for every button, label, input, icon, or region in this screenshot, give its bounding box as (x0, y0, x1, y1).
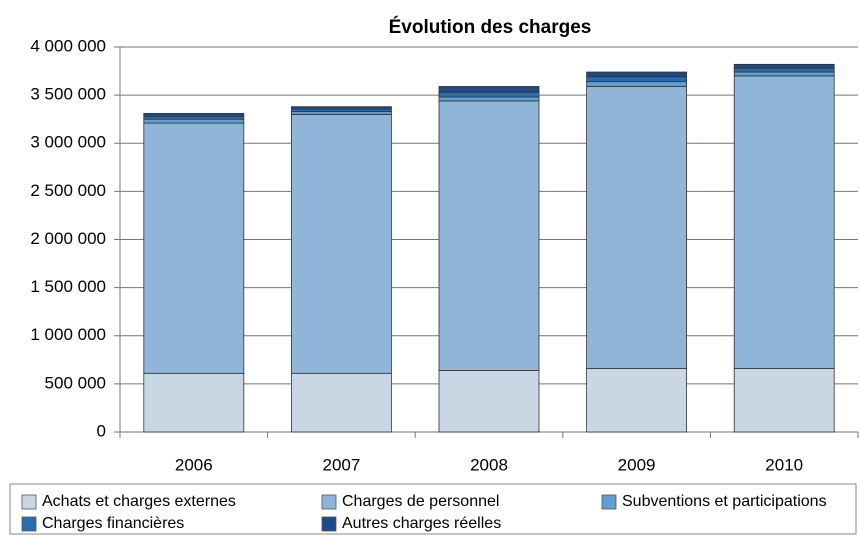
bar-segment (733, 75, 835, 369)
x-tick-label: 2008 (470, 455, 508, 474)
y-tick-label: 1 000 000 (30, 325, 106, 344)
y-tick-label: 0 (97, 421, 106, 440)
bar-segment (586, 368, 687, 433)
y-tick-label: 3 500 000 (30, 85, 106, 104)
bar-segment (733, 67, 835, 73)
y-tick-label: 2 500 000 (30, 181, 106, 200)
bar-segment (438, 86, 540, 93)
legend-label: Charges financières (42, 515, 184, 532)
bar-segment (290, 113, 392, 374)
bar-segment (143, 122, 245, 374)
legend-box (9, 483, 857, 535)
bar-segment (143, 113, 245, 117)
bar-segment (143, 372, 245, 433)
bar-segment (733, 63, 835, 69)
bar-segment (586, 76, 687, 83)
bar-segment (438, 369, 540, 433)
legend-label: Subventions et participations (622, 493, 827, 510)
bar-segment (586, 86, 687, 369)
bar-segment (290, 106, 392, 110)
legend-swatch (321, 494, 337, 510)
bar-segment (143, 115, 245, 120)
bar-segment (143, 118, 245, 124)
x-tick-label: 2006 (175, 455, 213, 474)
legend-label: Autres charges réelles (342, 515, 501, 532)
x-tick-label: 2009 (618, 455, 656, 474)
y-tick-label: 500 000 (45, 373, 106, 392)
y-tick-label: 1 500 000 (30, 277, 106, 296)
bar-segment (733, 71, 835, 77)
chart-title: Évolution des charges (389, 16, 592, 38)
bar-segment (290, 111, 392, 115)
bar-segment (586, 81, 687, 87)
bar-segment (586, 71, 687, 78)
legend-label: Charges de personnel (342, 493, 499, 510)
bar-segment (438, 96, 540, 102)
legend-swatch (21, 494, 37, 510)
bar-segment (733, 368, 835, 433)
x-tick-label: 2010 (765, 455, 803, 474)
legend-swatch (21, 516, 37, 532)
bar-segment (290, 372, 392, 433)
y-tick-label: 2 000 000 (30, 229, 106, 248)
y-tick-label: 4 000 000 (30, 36, 106, 55)
x-tick-label: 2007 (322, 455, 360, 474)
bar-segment (438, 100, 540, 371)
legend-swatch (321, 516, 337, 532)
y-tick-label: 3 000 000 (30, 133, 106, 152)
legend-label: Achats et charges externes (42, 493, 236, 510)
legend-swatch (601, 494, 617, 510)
bar-segment (438, 91, 540, 98)
